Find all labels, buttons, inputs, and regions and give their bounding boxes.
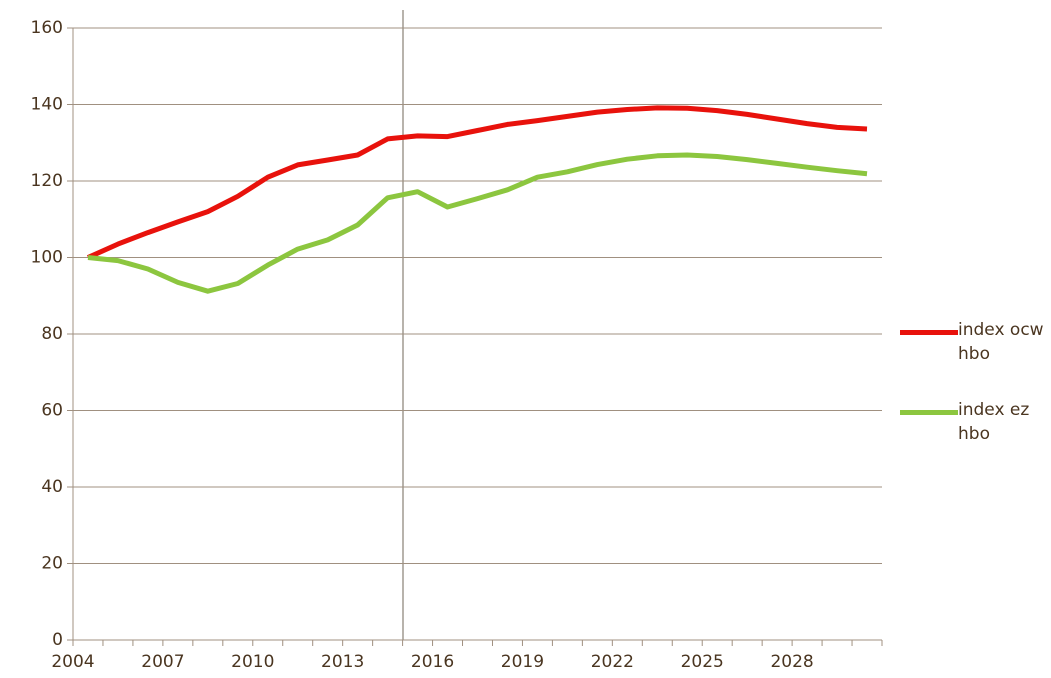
y-tick-label: 160 [31, 18, 63, 38]
y-tick-label: 140 [31, 95, 63, 115]
x-tick-label: 2007 [141, 652, 184, 672]
x-tick-label: 2019 [501, 652, 544, 672]
x-tick-label: 2025 [681, 652, 724, 672]
series-line [87, 152, 868, 294]
series-line [86, 105, 868, 260]
x-tick-label: 2028 [770, 652, 813, 672]
x-tick-label: 2004 [51, 652, 94, 672]
legend-entry: index ez hbo [900, 398, 1050, 478]
y-tick-label: 40 [41, 477, 63, 497]
x-tick-label: 2010 [231, 652, 274, 672]
x-tick-label: 2016 [411, 652, 454, 672]
legend-swatch [900, 330, 958, 335]
y-tick-label: 100 [31, 248, 63, 268]
y-tick-label: 20 [41, 554, 63, 574]
legend-swatch [900, 410, 958, 415]
legend-entry: index ocw hbo [900, 318, 1050, 398]
y-tick-label: 0 [52, 630, 63, 650]
legend: index ocw hbo index ez hbo [900, 318, 1050, 478]
legend-label: index ez hbo [958, 400, 1030, 444]
x-tick-label: 2013 [321, 652, 364, 672]
x-tick-label: 2022 [591, 652, 634, 672]
y-tick-label: 120 [31, 171, 63, 191]
legend-label: index ocw hbo [958, 320, 1044, 364]
y-tick-label: 60 [41, 401, 63, 421]
y-tick-label: 80 [41, 324, 63, 344]
